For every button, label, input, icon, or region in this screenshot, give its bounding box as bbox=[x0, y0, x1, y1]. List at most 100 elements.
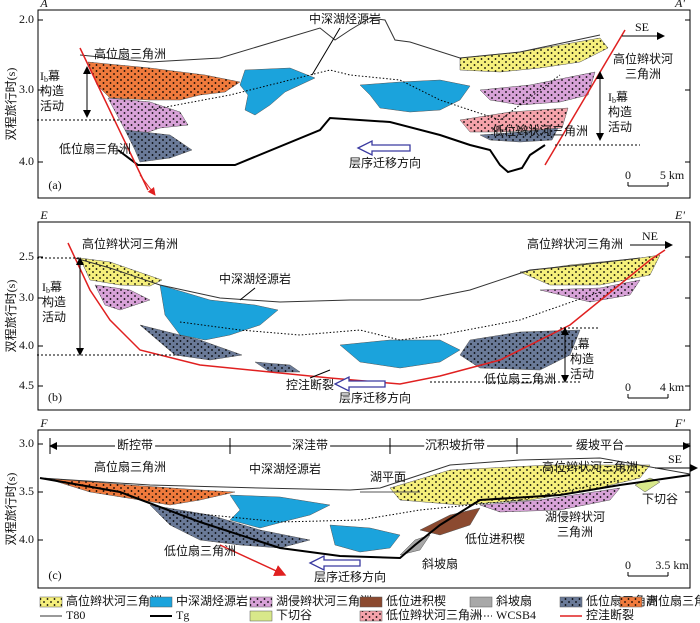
legend-dots bbox=[620, 597, 642, 607]
ti-delta-dots bbox=[108, 98, 188, 135]
label: 中深湖烃源岩 bbox=[219, 271, 291, 286]
label: 高位辫状河 bbox=[613, 51, 673, 66]
lw-fan-dots bbox=[480, 128, 558, 142]
source-rock bbox=[339, 339, 461, 369]
zone-label: 断控带 bbox=[117, 437, 153, 452]
tectonic-symbol: I bbox=[608, 90, 612, 104]
tectonic-line: 幕 bbox=[50, 280, 62, 294]
zone-label: 缓坡平台 bbox=[576, 437, 624, 452]
tectonic-label: 活动 bbox=[42, 310, 66, 324]
hf-fan-dots bbox=[88, 62, 240, 100]
fault bbox=[544, 29, 626, 166]
scale-label: 3.5 km bbox=[655, 558, 689, 572]
y-axis-label: 双程旅行时(s) bbox=[3, 473, 18, 546]
label: 低位进积楔 bbox=[465, 531, 525, 546]
panel-tag: (a) bbox=[48, 178, 61, 192]
panel-frame bbox=[37, 429, 691, 589]
tick-label: 4.5 bbox=[19, 378, 34, 392]
y-axis-label: 双程旅行时(s) bbox=[3, 68, 18, 141]
legend-label: 斜坡扇 bbox=[496, 593, 532, 608]
panel-tag: (c) bbox=[48, 568, 61, 582]
tectonic-label: Ia幕 bbox=[570, 337, 590, 352]
source-rock bbox=[229, 494, 331, 529]
legend-dots bbox=[250, 597, 272, 607]
t80 bbox=[79, 17, 601, 63]
label: 三角洲 bbox=[625, 67, 661, 81]
scale-label: 0 bbox=[625, 168, 631, 182]
ti-delta-dots bbox=[540, 280, 640, 302]
label: 低位扇三角洲 bbox=[164, 543, 236, 558]
tick-label: 3.0 bbox=[19, 290, 34, 304]
incised bbox=[634, 477, 661, 493]
leader bbox=[239, 287, 256, 301]
label: 湖侵辫状河 bbox=[545, 509, 605, 524]
tick-label: 4.0 bbox=[19, 154, 34, 168]
tectonic-label: 活动 bbox=[570, 367, 594, 381]
label: 中深湖烃源岩 bbox=[249, 461, 321, 476]
legend-label: Tg bbox=[176, 608, 189, 622]
ti-delta-dots bbox=[480, 72, 595, 105]
source-rock bbox=[159, 284, 279, 341]
section-start: A bbox=[39, 0, 48, 10]
scale-label: 4 km bbox=[660, 380, 685, 394]
label: 高位辫状河三角洲 bbox=[542, 459, 638, 474]
section-end: E' bbox=[674, 208, 685, 222]
lw-fan-dots bbox=[125, 130, 192, 162]
source-rock bbox=[329, 524, 401, 553]
legend-swatch bbox=[359, 596, 383, 608]
legend-dots bbox=[40, 597, 62, 607]
panel-frame bbox=[37, 9, 691, 199]
tectonic-label: 构造 bbox=[608, 104, 632, 119]
panel-tag: (b) bbox=[48, 390, 62, 404]
label: 斜坡扇 bbox=[422, 556, 458, 571]
wcsb4 bbox=[179, 479, 621, 523]
wcsb4 bbox=[149, 69, 561, 121]
tectonic-label: Ib幕 bbox=[40, 69, 60, 84]
scale-label: 5 km bbox=[660, 168, 685, 182]
scale-label: 0 bbox=[625, 380, 631, 394]
direction-label: NE bbox=[642, 229, 658, 243]
panel-frame bbox=[37, 221, 691, 411]
fault bbox=[139, 174, 156, 196]
leader bbox=[311, 27, 341, 76]
label: 高位辫状河三角洲 bbox=[82, 236, 178, 251]
ti-delta-dots bbox=[95, 285, 150, 310]
tectonic-label: 构造 bbox=[40, 83, 64, 98]
fault bbox=[219, 544, 287, 577]
migration-arrow bbox=[356, 139, 411, 157]
legend-dots bbox=[560, 597, 582, 607]
tick-label: 3.0 bbox=[19, 82, 34, 96]
tick-label: 3.0 bbox=[19, 436, 34, 450]
legend-swatch bbox=[249, 610, 273, 622]
tectonic-label: Ib幕 bbox=[608, 90, 628, 105]
label: 下切谷 bbox=[642, 492, 678, 506]
tick-label: 3.5 bbox=[19, 484, 34, 498]
migration-arrow bbox=[333, 375, 386, 393]
legend-label: 中深湖烃源岩 bbox=[176, 593, 248, 608]
tectonic-sub: a bbox=[574, 343, 578, 352]
label: 层序迁移方向 bbox=[349, 155, 421, 170]
zone-label: 沉积坡折带 bbox=[425, 437, 485, 452]
label: 湖平面 bbox=[370, 469, 406, 484]
tectonic-sub: b bbox=[46, 286, 50, 295]
legend-label: 湖侵辫状河三角洲 bbox=[276, 593, 372, 608]
direction-label: SE bbox=[635, 20, 649, 34]
tectonic-label: 活动 bbox=[40, 99, 64, 113]
legend-swatch bbox=[149, 596, 173, 608]
leader bbox=[309, 369, 331, 379]
legend-label: WCSB4 bbox=[496, 608, 536, 622]
tectonic-sub: b bbox=[612, 96, 616, 105]
label: 控注断裂 bbox=[286, 377, 334, 392]
lb-delta-dots bbox=[460, 108, 568, 132]
legend-label: 下切谷 bbox=[276, 608, 312, 622]
tectonic-line: 幕 bbox=[578, 337, 590, 351]
tectonic-symbol: I bbox=[40, 69, 44, 83]
tectonic-label: Ib幕 bbox=[42, 280, 62, 295]
tectonic-line: 幕 bbox=[616, 90, 628, 104]
tectonic-symbol: I bbox=[42, 280, 46, 294]
legend-dots bbox=[360, 611, 382, 621]
section-end: F' bbox=[674, 416, 685, 430]
label: 层序迁移方向 bbox=[314, 569, 386, 584]
